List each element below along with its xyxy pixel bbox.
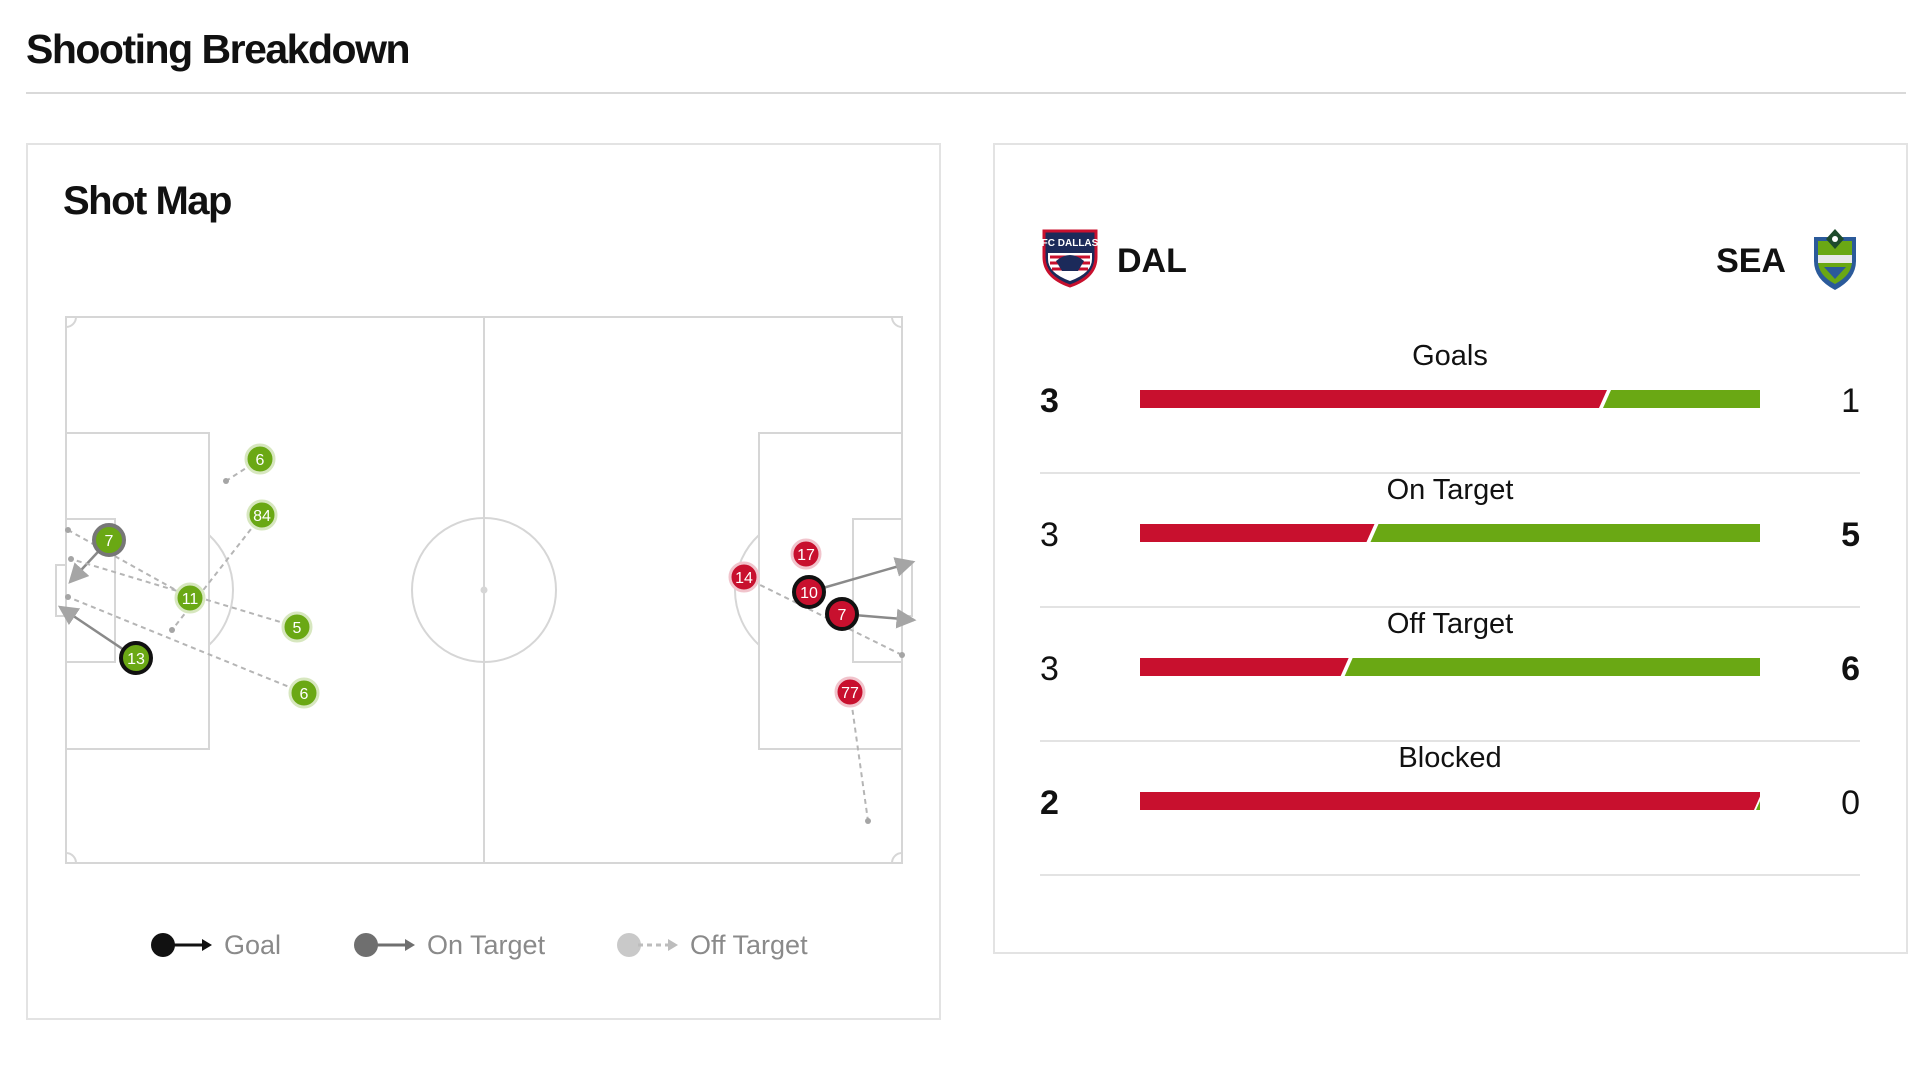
shot-number: 13 [127,651,145,668]
away-team-abbr: SEA [1716,242,1786,280]
legend-label: On Target [427,929,546,960]
home-bar-segment [1140,390,1607,408]
stat-row-goals: Goals 3 1 [1040,340,1860,474]
shot-endpoint [865,818,871,824]
shot-endpoint [223,478,229,484]
pitch-lines [55,316,913,864]
home-bar-segment [1140,792,1760,810]
shot-trajectory [743,576,903,656]
comparison-bar [1140,792,1760,810]
shot-number: 14 [735,570,753,587]
on-target-marker-icon [354,933,415,957]
svg-text:FC DALLAS: FC DALLAS [1042,238,1099,249]
fc-dallas-crest-icon: FC DALLAS [1042,229,1099,288]
shot-marker[interactable]: 13 [119,641,153,675]
shot-endpoint [899,652,905,658]
stat-row-on-target: On Target 3 5 [1040,474,1860,608]
home-stat-value: 2 [1040,784,1059,822]
home-bar-segment [1140,524,1375,542]
stat-row-blocked: Blocked 2 0 [1040,742,1860,876]
off-target-marker-icon [617,933,678,957]
shot-stats-card: FC DALLAS DAL SEA Goals 3 1 On Target 3 [993,143,1908,954]
shot-marker[interactable]: 5 [281,611,313,643]
team-header: FC DALLAS DAL SEA [1040,220,1860,300]
legend-label: Goal [224,929,282,960]
shot-number: 77 [841,685,859,702]
shot-map-pitch: 6 84 7 11 5 13 [55,316,917,864]
shot-marker[interactable]: 14 [728,561,760,593]
shot-number: 6 [300,686,309,703]
shot-number: 84 [253,508,271,525]
shot-number: 10 [800,585,818,602]
seattle-sounders-crest-icon [1814,229,1856,290]
away-bar-segment [1344,658,1760,676]
shot-endpoint [169,627,175,633]
comparison-bar [1140,524,1760,542]
comparison-bar [1140,658,1760,676]
shot-map-card: Shot Map [26,143,941,1020]
home-shot-markers: 17 14 10 7 77 [728,538,866,708]
shot-marker[interactable]: 6 [288,677,320,709]
shot-marker[interactable]: 7 [825,597,859,631]
home-stat-value: 3 [1040,516,1059,554]
away-stat-value: 5 [1841,516,1860,554]
shot-endpoint [68,556,74,562]
shot-trajectory [808,557,916,594]
home-stat-value: 3 [1040,650,1059,688]
away-shot-trajectories [57,458,305,694]
away-shot-markers: 6 84 7 11 5 13 [92,443,320,709]
shot-number: 7 [105,533,114,550]
shot-number: 7 [838,607,847,624]
stat-label: Off Target [1386,608,1514,640]
shot-marker[interactable]: 7 [92,523,126,557]
legend-off-target: Off Target [616,925,808,965]
stat-label: Blocked [1398,742,1502,774]
shot-number: 17 [797,547,815,564]
home-stat-value: 3 [1040,382,1059,420]
shot-marker[interactable]: 77 [834,676,866,708]
home-shot-trajectories [743,557,917,824]
away-bar-segment [1756,792,1760,810]
shot-marker[interactable]: 84 [246,499,278,531]
title-divider [26,92,1906,94]
home-team-abbr: DAL [1117,242,1187,280]
legend-goal: Goal [150,925,281,965]
shot-marker[interactable]: 10 [792,575,826,609]
away-stat-value: 6 [1841,650,1860,688]
legend-label: Off Target [690,929,808,960]
shot-number: 6 [256,452,265,469]
home-bar-segment [1140,658,1349,676]
stat-row-off-target: Off Target 3 6 [1040,608,1860,742]
shot-number: 5 [293,620,302,637]
away-bar-segment [1603,390,1760,408]
shot-trajectory [67,596,305,694]
away-stat-value: 1 [1841,382,1860,420]
shot-endpoint [65,594,71,600]
shot-marker[interactable]: 11 [174,582,206,614]
shot-marker[interactable]: 6 [244,443,276,475]
page-title: Shooting Breakdown [26,26,411,72]
away-stat-value: 0 [1841,784,1860,822]
shot-number: 11 [182,591,199,608]
shot-trajectory [849,691,869,822]
stat-label: Goals [1412,340,1488,372]
comparison-bar [1140,390,1760,408]
shot-marker[interactable]: 17 [790,538,822,570]
shot-endpoint [65,527,71,533]
shot-map-legend: Goal On Target Off Target [28,925,939,965]
goal-marker-icon [151,933,212,957]
shot-trajectory [225,458,261,482]
away-bar-segment [1370,524,1760,542]
stat-label: On Target [1386,474,1514,506]
legend-on-target: On Target [353,925,545,965]
shot-map-title: Shot Map [63,179,232,223]
